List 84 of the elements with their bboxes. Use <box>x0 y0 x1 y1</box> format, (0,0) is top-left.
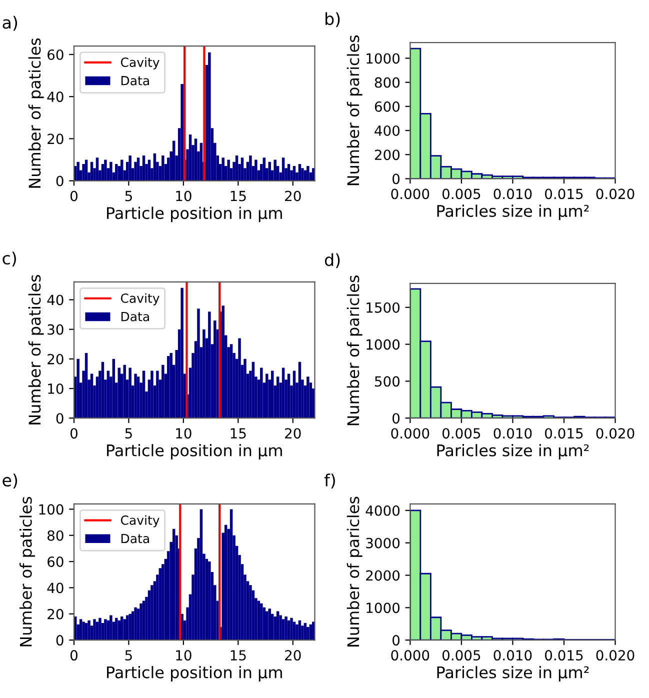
x-tick-label: 10 <box>176 428 192 439</box>
x-tick-label: 10 <box>176 650 192 661</box>
y-tick-label: 0 <box>56 635 64 646</box>
x-tick-label: 5 <box>125 650 132 661</box>
y-tick-label: 0 <box>392 635 400 646</box>
y-tick-label: 60 <box>48 49 64 60</box>
y-tick-label: 400 <box>374 125 400 136</box>
x-tick-label: 0.000 <box>391 428 430 439</box>
x-axis-title: Paricles size in µm² <box>437 666 589 682</box>
x-axis-title: Particle position in µm <box>107 444 282 460</box>
y-tick-label: 80 <box>48 530 64 541</box>
x-tick-label: 10 <box>176 190 192 202</box>
y-tick-label: 20 <box>48 354 64 364</box>
x-tick-label: 5 <box>125 190 132 202</box>
x-tick-label: 0.015 <box>545 428 583 439</box>
x-tick-label: 0 <box>70 650 78 661</box>
y-tick-label: 20 <box>48 134 64 144</box>
chart-title: b) <box>326 12 340 28</box>
x-tick-label: 20 <box>285 650 301 661</box>
x-tick-label: 0.005 <box>442 650 480 661</box>
x-tick-label: 0.020 <box>596 650 634 661</box>
y-tick-label: 0 <box>392 413 400 424</box>
x-tick-label: 0 <box>70 428 78 439</box>
y-axis-title: Number of paricles <box>346 276 362 426</box>
y-tick-label: 40 <box>47 92 64 102</box>
y-tick-label: 200 <box>374 150 400 160</box>
y-tick-label: 3000 <box>366 538 400 548</box>
x-tick-label: 20 <box>285 428 301 439</box>
x-tick-label: 0.010 <box>494 650 532 661</box>
y-tick-label: 1000 <box>366 339 400 350</box>
y-tick-label: 0 <box>56 176 64 186</box>
y-axis-title: Number of paricles <box>346 35 362 186</box>
x-tick-label: 0.005 <box>442 188 480 200</box>
y-tick-label: 1500 <box>366 302 400 313</box>
y-tick-label: 1000 <box>366 53 400 64</box>
ref-line-label: Cavity <box>120 515 160 528</box>
chart-title: a) <box>2 16 18 31</box>
y-tick-label: 0 <box>392 174 400 184</box>
y-tick-label: 600 <box>374 101 400 112</box>
x-tick-label: 0.020 <box>596 428 634 439</box>
x-axis-title: Paricles size in µm² <box>437 444 589 460</box>
y-tick-label: 4000 <box>366 505 400 516</box>
x-axis-title: Paricles size in µm² <box>437 204 589 220</box>
ref-line-label: Cavity <box>120 293 160 306</box>
y-tick-label: 800 <box>374 77 400 88</box>
x-tick-label: 0.005 <box>442 428 480 439</box>
x-tick-label: 0.020 <box>596 188 634 200</box>
x-tick-label: 0.015 <box>545 188 583 200</box>
y-tick-label: 40 <box>47 294 64 306</box>
x-tick-label: 0.000 <box>391 650 430 661</box>
x-tick-label: 0.000 <box>391 188 430 200</box>
x-tick-label: 0 <box>70 190 78 202</box>
y-tick-label: 500 <box>375 376 400 387</box>
y-tick-label: 2000 <box>366 570 400 581</box>
y-tick-label: 20 <box>48 608 64 620</box>
x-tick-label: 15 <box>230 190 246 202</box>
x-axis-title: Particle position in µm <box>107 206 282 222</box>
legend-label: Data <box>121 312 149 322</box>
y-axis-title: Number of paticles <box>28 274 44 424</box>
x-tick-label: 5 <box>125 428 132 439</box>
y-tick-label: 1000 <box>366 602 400 614</box>
chart-title: f) <box>324 474 335 488</box>
x-axis-title: Particle position in µm <box>107 666 282 682</box>
x-tick-label: 15 <box>230 428 246 439</box>
legend-label: Data <box>121 76 149 86</box>
y-axis-title: Number of paticles <box>20 496 35 646</box>
legend-label: Data <box>121 534 149 544</box>
y-axis-title: Number of paticles <box>28 38 44 188</box>
y-tick-label: 60 <box>48 556 64 568</box>
ref-line-label: Cavity <box>120 57 160 70</box>
chart-title: d) <box>324 253 340 268</box>
chart-title: c) <box>2 252 16 266</box>
x-tick-label: 0.015 <box>545 650 583 661</box>
x-tick-label: 20 <box>285 190 301 202</box>
y-tick-label: 10 <box>48 383 64 394</box>
y-axis-title: Number of paricles <box>346 496 362 646</box>
x-tick-label: 0.010 <box>494 188 532 200</box>
y-tick-label: 0 <box>56 413 64 424</box>
x-tick-label: 15 <box>230 650 246 661</box>
y-tick-label: 100 <box>39 504 64 515</box>
y-tick-label: 30 <box>48 324 64 335</box>
chart-title: e) <box>2 474 18 488</box>
x-tick-label: 0.010 <box>494 428 532 439</box>
y-tick-label: 40 <box>47 582 64 594</box>
